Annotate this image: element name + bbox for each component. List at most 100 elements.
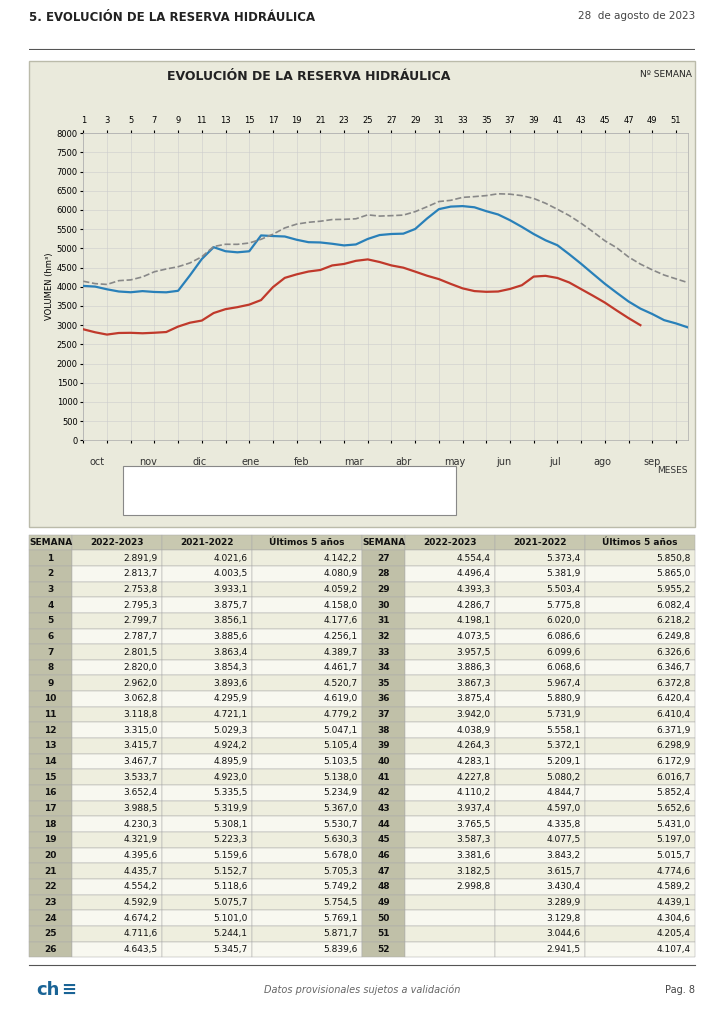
Text: 3.129,8: 3.129,8 xyxy=(547,913,581,923)
Text: 6.086,6: 6.086,6 xyxy=(547,632,581,641)
Text: 9: 9 xyxy=(47,679,54,688)
Text: 4.321,9: 4.321,9 xyxy=(124,836,158,845)
Text: 6.099,6: 6.099,6 xyxy=(547,647,581,656)
Text: 2021-2022: 2021-2022 xyxy=(275,486,324,495)
Text: 2021-2022: 2021-2022 xyxy=(180,538,234,547)
Text: 46: 46 xyxy=(377,851,390,860)
Text: 4.110,2: 4.110,2 xyxy=(457,788,491,798)
Text: 5.530,7: 5.530,7 xyxy=(324,820,358,828)
Text: 8: 8 xyxy=(48,664,54,672)
Text: 3.933,1: 3.933,1 xyxy=(214,585,248,594)
Text: 4.205,4: 4.205,4 xyxy=(657,930,691,938)
Text: 48: 48 xyxy=(377,883,390,892)
Text: 15: 15 xyxy=(44,773,57,781)
Text: 40: 40 xyxy=(377,757,390,766)
Text: 3.587,3: 3.587,3 xyxy=(457,836,491,845)
Text: 5.335,5: 5.335,5 xyxy=(214,788,248,798)
Text: 4.286,7: 4.286,7 xyxy=(457,600,491,609)
Text: 4.038,9: 4.038,9 xyxy=(457,726,491,735)
Text: 4.643,5: 4.643,5 xyxy=(124,945,158,954)
Text: 2.753,8: 2.753,8 xyxy=(124,585,158,594)
Text: 2.787,7: 2.787,7 xyxy=(124,632,158,641)
Text: 2.941,5: 2.941,5 xyxy=(547,945,581,954)
Text: 5.839,6: 5.839,6 xyxy=(324,945,358,954)
Text: 28  de agosto de 2023: 28 de agosto de 2023 xyxy=(578,11,695,22)
Text: abr: abr xyxy=(395,457,411,467)
Text: SEMANA: SEMANA xyxy=(362,538,405,547)
Text: ene: ene xyxy=(241,457,259,467)
Text: 4.264,3: 4.264,3 xyxy=(457,741,491,751)
Text: jul: jul xyxy=(550,457,561,467)
Text: 3.118,8: 3.118,8 xyxy=(124,711,158,719)
Text: 39: 39 xyxy=(377,741,390,751)
Text: 4.393,3: 4.393,3 xyxy=(457,585,491,594)
Text: 6.346,7: 6.346,7 xyxy=(657,664,691,672)
Text: 2.891,9: 2.891,9 xyxy=(124,554,158,562)
Text: 3.875,7: 3.875,7 xyxy=(214,600,248,609)
Text: oct: oct xyxy=(90,457,105,467)
Text: MESES: MESES xyxy=(657,466,688,474)
Text: 3.044,6: 3.044,6 xyxy=(547,930,581,938)
Text: 2.799,7: 2.799,7 xyxy=(124,616,158,626)
Text: nov: nov xyxy=(140,457,157,467)
Text: 4.674,2: 4.674,2 xyxy=(124,913,158,923)
Text: 6.016,7: 6.016,7 xyxy=(657,773,691,781)
Text: 4.439,1: 4.439,1 xyxy=(657,898,691,907)
Text: SEMANA: SEMANA xyxy=(29,538,72,547)
Y-axis label: VOLUMEN (hm³): VOLUMEN (hm³) xyxy=(45,253,54,321)
Text: 4.597,0: 4.597,0 xyxy=(547,804,581,813)
Text: 34: 34 xyxy=(377,664,390,672)
Text: 4.779,2: 4.779,2 xyxy=(324,711,358,719)
Text: 5.852,4: 5.852,4 xyxy=(657,788,691,798)
Text: 3.875,4: 3.875,4 xyxy=(457,694,491,703)
Text: 5.652,6: 5.652,6 xyxy=(657,804,691,813)
Text: 4.461,7: 4.461,7 xyxy=(324,664,358,672)
Text: 3.863,4: 3.863,4 xyxy=(214,647,248,656)
Text: Nº SEMANA: Nº SEMANA xyxy=(639,70,691,79)
Text: 13: 13 xyxy=(44,741,57,751)
Text: 3.843,2: 3.843,2 xyxy=(547,851,581,860)
Text: 7: 7 xyxy=(47,647,54,656)
Text: 4.080,9: 4.080,9 xyxy=(324,569,358,579)
Text: 4.256,1: 4.256,1 xyxy=(324,632,358,641)
Text: EVOLUCIÓN DE LA RESERVA HIDRÁULICA: EVOLUCIÓN DE LA RESERVA HIDRÁULICA xyxy=(167,70,450,83)
Text: 4.230,3: 4.230,3 xyxy=(124,820,158,828)
Text: 22: 22 xyxy=(44,883,57,892)
Text: 5.431,0: 5.431,0 xyxy=(657,820,691,828)
Text: 3.182,5: 3.182,5 xyxy=(457,866,491,876)
Text: 52: 52 xyxy=(377,945,390,954)
Text: 5.118,6: 5.118,6 xyxy=(214,883,248,892)
Text: 27: 27 xyxy=(377,554,390,562)
Text: 5.373,4: 5.373,4 xyxy=(547,554,581,562)
Text: 5.880,9: 5.880,9 xyxy=(547,694,581,703)
Text: 3.062,8: 3.062,8 xyxy=(124,694,158,703)
Text: Datos provisionales sujetos a validación: Datos provisionales sujetos a validación xyxy=(264,985,460,995)
Text: 29: 29 xyxy=(377,585,390,594)
Text: 5.731,9: 5.731,9 xyxy=(547,711,581,719)
Text: 5.029,3: 5.029,3 xyxy=(214,726,248,735)
Text: 4.198,1: 4.198,1 xyxy=(457,616,491,626)
Text: 4.335,8: 4.335,8 xyxy=(547,820,581,828)
Text: 3.415,7: 3.415,7 xyxy=(124,741,158,751)
Text: 2022-2023: 2022-2023 xyxy=(181,486,230,495)
Text: 5.197,0: 5.197,0 xyxy=(657,836,691,845)
Text: 41: 41 xyxy=(377,773,390,781)
Text: 5.138,0: 5.138,0 xyxy=(324,773,358,781)
Text: 4.554,4: 4.554,4 xyxy=(457,554,491,562)
Text: 4.619,0: 4.619,0 xyxy=(324,694,358,703)
Text: 18: 18 xyxy=(44,820,57,828)
Text: 5.105,4: 5.105,4 xyxy=(324,741,358,751)
Text: mar: mar xyxy=(344,457,363,467)
Text: 3.856,1: 3.856,1 xyxy=(214,616,248,626)
Text: 2.962,0: 2.962,0 xyxy=(124,679,158,688)
Text: 4.554,2: 4.554,2 xyxy=(124,883,158,892)
Text: 5.015,7: 5.015,7 xyxy=(657,851,691,860)
Text: 4.389,7: 4.389,7 xyxy=(324,647,358,656)
Text: 3.381,6: 3.381,6 xyxy=(457,851,491,860)
Text: 4.844,7: 4.844,7 xyxy=(547,788,581,798)
Text: 5. EVOLUCIÓN DE LA RESERVA HIDRÁULICA: 5. EVOLUCIÓN DE LA RESERVA HIDRÁULICA xyxy=(29,11,315,24)
Text: 3.885,6: 3.885,6 xyxy=(214,632,248,641)
Text: 5.775,8: 5.775,8 xyxy=(547,600,581,609)
Text: 3: 3 xyxy=(48,585,54,594)
Text: 4.496,4: 4.496,4 xyxy=(457,569,491,579)
